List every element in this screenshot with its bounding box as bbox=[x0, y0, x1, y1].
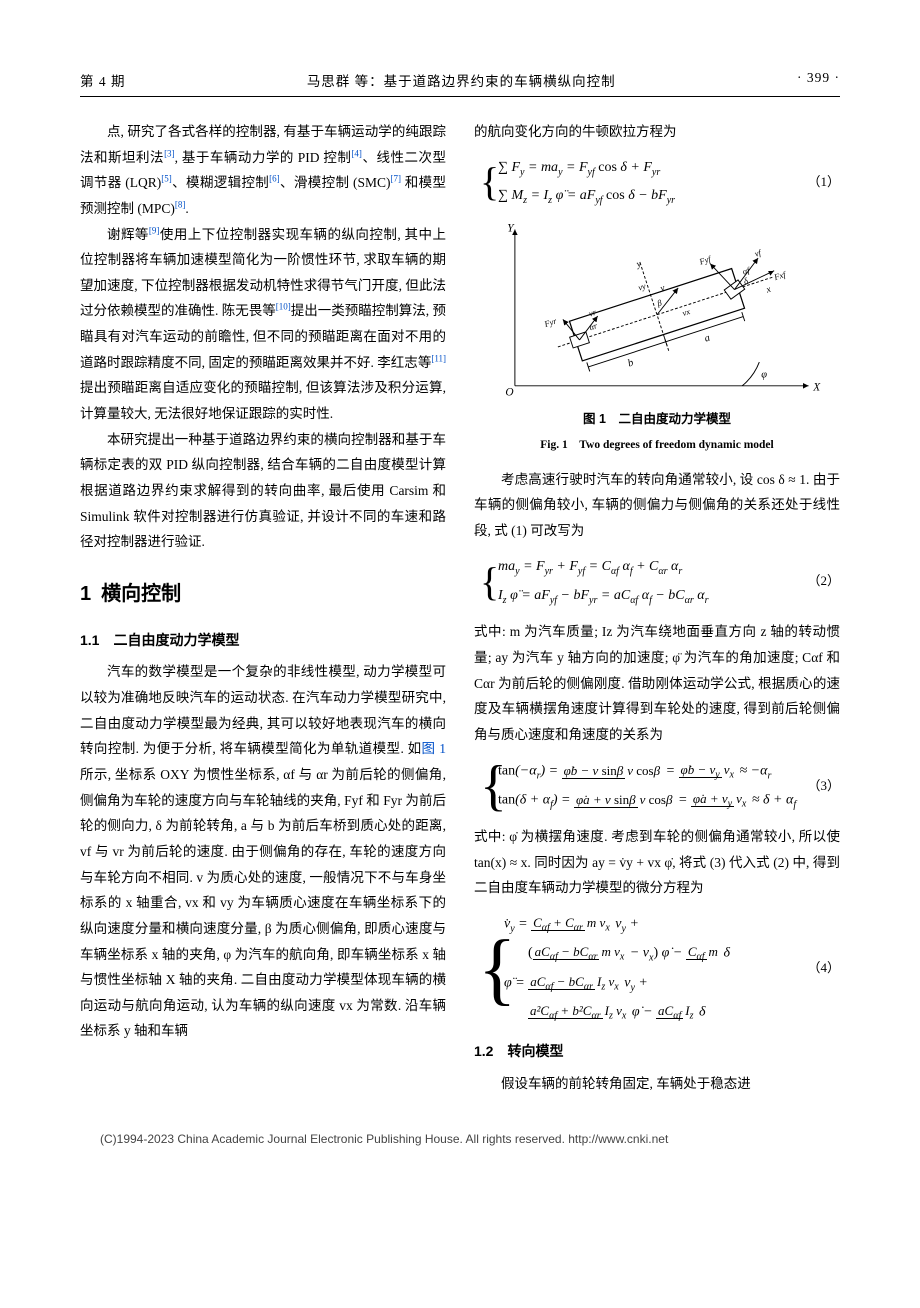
issue-label: 第 4 期 bbox=[80, 70, 126, 90]
cite-6[interactable]: [6] bbox=[269, 174, 280, 184]
cite-11[interactable]: [11] bbox=[431, 353, 446, 363]
eq2-line1: may = Fyr + Fyf = Cαf αf + Cαr αr bbox=[498, 554, 802, 581]
cite-8[interactable]: [8] bbox=[175, 199, 186, 209]
eq4-line1: v̇y = Cαf + Cαrm vx vy + bbox=[504, 911, 802, 938]
svg-text:X: X bbox=[812, 382, 821, 394]
subsection-1-2-heading: 1.2 转向模型 bbox=[474, 1038, 840, 1065]
cite-4[interactable]: [4] bbox=[351, 148, 362, 158]
svg-text:vx: vx bbox=[681, 306, 691, 318]
equation-1: { ∑ Fy = may = Fyf cos δ + Fyr ∑ Mz = Iz… bbox=[474, 153, 840, 213]
cite-9[interactable]: [9] bbox=[149, 225, 160, 235]
para-steering: 假设车辆的前轮转角固定, 车辆处于稳态进 bbox=[474, 1071, 840, 1097]
eq1-line2: ∑ Mz = Iz φ̈ = aFyf cos δ − bFyr bbox=[498, 183, 802, 210]
text: 所示, 坐标系 OXY 为惯性坐标系, αf 与 αr 为前后轮的侧偏角, 侧偏… bbox=[80, 767, 446, 1038]
eq2-line2: Iz φ̈ = aFyf − bFyr = aCαf αf − bCαr αr bbox=[498, 583, 802, 610]
svg-text:αf: αf bbox=[741, 265, 752, 277]
eq3-line2: tan(δ + αf) = φ̇a + v sinβv cosβ = φ̇a +… bbox=[498, 787, 802, 814]
equation-4: { v̇y = Cαf + Cαrm vx vy + (aCαf − bCαrm… bbox=[474, 909, 840, 1028]
para-2dof: 汽车的数学模型是一个复杂的非线性模型, 动力学模型可以较为准确地反映汽车的运动状… bbox=[80, 659, 446, 1044]
eq4-line2: (aCαf − bCαrm vx − vx) φ̇ − Cαfm δ bbox=[504, 940, 802, 967]
two-column-body: 点, 研究了各式各样的控制器, 有基于车辆运动学的纯跟踪法和斯坦利法[3], 基… bbox=[80, 119, 840, 1096]
eq4-number: （4） bbox=[802, 956, 840, 981]
brace-icon: { bbox=[480, 552, 499, 612]
text: 提出预瞄距离自适应变化的预瞄控制, 但该算法涉及积分运算, 计算量较大, 无法很… bbox=[80, 380, 446, 421]
para-ode: 式中: φ̇ 为横摆角速度. 考虑到车轮的侧偏角通常较小, 所以使 tan(x)… bbox=[474, 824, 840, 901]
svg-text:αr: αr bbox=[588, 320, 599, 332]
equation-3: { tan(−αr) = φ̇b − v sinβv cosβ = φ̇b − … bbox=[474, 756, 840, 817]
svg-text:Fxf: Fxf bbox=[772, 269, 788, 283]
text: 汽车的数学模型是一个复杂的非线性模型, 动力学模型可以较为准确地反映汽车的运动状… bbox=[80, 664, 446, 756]
right-column: 的航向变化方向的牛顿欧拉方程为 { ∑ Fy = may = Fyf cos δ… bbox=[474, 119, 840, 1096]
eq2-number: （2） bbox=[802, 569, 840, 594]
svg-text:v: v bbox=[659, 283, 667, 294]
svg-text:β: β bbox=[655, 297, 664, 308]
section-1-title: 横向控制 bbox=[101, 583, 181, 605]
brace-icon: { bbox=[478, 909, 516, 1028]
figure-1-svg: O X Y bbox=[474, 220, 840, 400]
svg-text:δ: δ bbox=[742, 275, 750, 286]
svg-text:O: O bbox=[505, 386, 513, 398]
para-linearize: 考虑高速行驶时汽车的转向角通常较小, 设 cos δ ≈ 1. 由于车辆的侧偏角… bbox=[474, 467, 840, 544]
para-intro: 点, 研究了各式各样的控制器, 有基于车辆运动学的纯跟踪法和斯坦利法[3], 基… bbox=[80, 119, 446, 222]
equation-2: { may = Fyr + Fyf = Cαf αf + Cαr αr Iz φ… bbox=[474, 552, 840, 612]
running-head: 第 4 期 马思群 等：基于道路边界约束的车辆横纵向控制 · 399 · bbox=[80, 70, 840, 97]
svg-text:Fyr: Fyr bbox=[542, 316, 558, 330]
eq4-line3: φ̈ = aCαf − bCαrIz vx vy + bbox=[504, 970, 802, 997]
eq4-line4: a²Cαf + b²CαrIz vx φ̇ − aCαfIz δ bbox=[504, 999, 802, 1026]
svg-text:vy: vy bbox=[637, 281, 647, 293]
eq1-line1: ∑ Fy = may = Fyf cos δ + Fyr bbox=[498, 155, 802, 182]
brace-icon: { bbox=[480, 756, 507, 817]
fig1-link[interactable]: 图 1 bbox=[422, 741, 446, 756]
cite-7[interactable]: [7] bbox=[391, 174, 402, 184]
left-column: 点, 研究了各式各样的控制器, 有基于车辆运动学的纯跟踪法和斯坦利法[3], 基… bbox=[80, 119, 446, 1096]
para-review: 谢辉等[9]使用上下位控制器实现车辆的纵向控制, 其中上位控制器将车辆加速模型简… bbox=[80, 222, 446, 427]
para-newton-euler: 的航向变化方向的牛顿欧拉方程为 bbox=[474, 119, 840, 145]
svg-text:b: b bbox=[627, 358, 635, 370]
cite-3[interactable]: [3] bbox=[164, 148, 175, 158]
svg-text:a: a bbox=[703, 333, 711, 345]
section-1-num: 1 bbox=[80, 583, 91, 605]
page: 第 4 期 马思群 等：基于道路边界约束的车辆横纵向控制 · 399 · 点, … bbox=[0, 0, 920, 1126]
svg-text:x: x bbox=[764, 285, 773, 296]
eq1-number: （1） bbox=[802, 170, 840, 195]
subsection-1-1-heading: 1.1 二自由度动力学模型 bbox=[80, 627, 446, 654]
fig1-caption-en: Fig. 1 Two degrees of freedom dynamic mo… bbox=[474, 435, 840, 457]
page-number: · 399 · bbox=[797, 70, 840, 90]
section-1-heading: 1 横向控制 bbox=[80, 575, 446, 613]
para-proposal: 本研究提出一种基于道路边界约束的横向控制器和基于车辆标定表的双 PID 纵向控制… bbox=[80, 427, 446, 555]
para-symbols: 式中: m 为汽车质量; Iz 为汽车绕地面垂直方向 z 轴的转动惯量; ay … bbox=[474, 619, 840, 747]
figure-1: O X Y bbox=[474, 220, 840, 457]
cite-5[interactable]: [5] bbox=[161, 174, 172, 184]
fig1-caption-cn: 图 1 二自由度动力学模型 bbox=[474, 408, 840, 432]
cite-10[interactable]: [10] bbox=[276, 302, 291, 312]
brace-icon: { bbox=[480, 153, 499, 213]
svg-text:Y: Y bbox=[507, 223, 515, 235]
eq3-number: （3） bbox=[802, 774, 840, 799]
svg-text:y: y bbox=[634, 259, 643, 270]
running-title: 马思群 等：基于道路边界约束的车辆横纵向控制 bbox=[307, 70, 616, 90]
text: 谢辉等 bbox=[107, 227, 149, 242]
svg-text:vf: vf bbox=[753, 247, 763, 259]
cnki-footer: (C)1994-2023 China Academic Journal Elec… bbox=[0, 1126, 920, 1158]
svg-text:φ: φ bbox=[761, 369, 767, 380]
eq3-line1: tan(−αr) = φ̇b − v sinβv cosβ = φ̇b − vy… bbox=[498, 758, 802, 785]
